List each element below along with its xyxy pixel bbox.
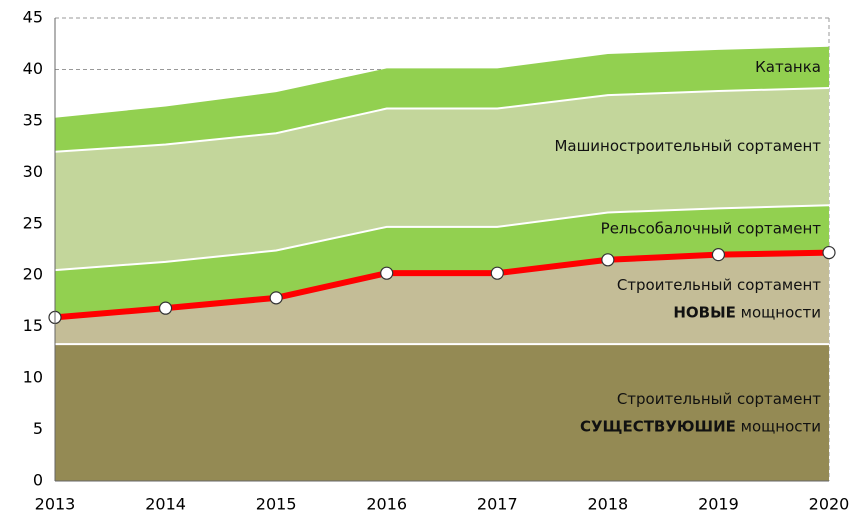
- point: [601, 253, 615, 267]
- point: [711, 248, 726, 262]
- series-label-bold: НОВЫЕ: [673, 303, 736, 321]
- x-tick-label: 2013: [35, 495, 76, 514]
- y-tick-label: 5: [33, 419, 43, 438]
- y-tick-label: 30: [23, 162, 43, 181]
- series-label-bold: СУЩЕСТВУЮШИЕ: [580, 417, 736, 435]
- point: [490, 266, 504, 280]
- y-tick-label: 0: [33, 471, 43, 490]
- x-tick-label: 2019: [698, 495, 739, 514]
- point: [822, 245, 836, 260]
- series-label: Строительный сортамент: [617, 276, 821, 294]
- area: [55, 252, 829, 345]
- series-label: Строительный сортамент: [617, 390, 821, 408]
- series-label: Рельсобалочный сортамент: [601, 219, 822, 237]
- series-label-rest: мощности: [741, 417, 821, 435]
- series-label-rest: мощности: [741, 303, 821, 321]
- area: [55, 205, 829, 318]
- x-tick-label: 2018: [587, 495, 628, 514]
- y-tick-label: 10: [23, 368, 43, 387]
- boundary-line: [54, 204, 830, 272]
- x-tick-label: 2016: [366, 495, 407, 514]
- series-label: НОВЫЕ мощности: [673, 303, 821, 321]
- area: [55, 46, 829, 152]
- x-tick-label: 2020: [809, 495, 850, 514]
- boundary-line: [54, 86, 830, 153]
- x-tick-label: 2017: [477, 495, 518, 514]
- series-label: Катанка: [755, 58, 821, 76]
- y-tick-label: 25: [23, 213, 43, 232]
- x-tick-label: 2014: [145, 495, 186, 514]
- y-tick-label: 20: [23, 265, 43, 284]
- point: [269, 291, 283, 305]
- point: [158, 301, 173, 315]
- y-tick-label: 35: [23, 110, 43, 129]
- series-label: Машиностроительный сортамент: [554, 137, 821, 155]
- area: [55, 87, 829, 271]
- series-label: СУЩЕСТВУЮШИЕ мощности: [580, 417, 821, 435]
- y-tick-label: 15: [23, 316, 43, 335]
- total-line: [54, 249, 830, 321]
- point: [380, 266, 394, 280]
- y-tick-label: 45: [23, 8, 43, 27]
- area: [55, 344, 829, 481]
- x-tick-label: 2015: [256, 495, 297, 514]
- y-tick-label: 40: [23, 59, 43, 78]
